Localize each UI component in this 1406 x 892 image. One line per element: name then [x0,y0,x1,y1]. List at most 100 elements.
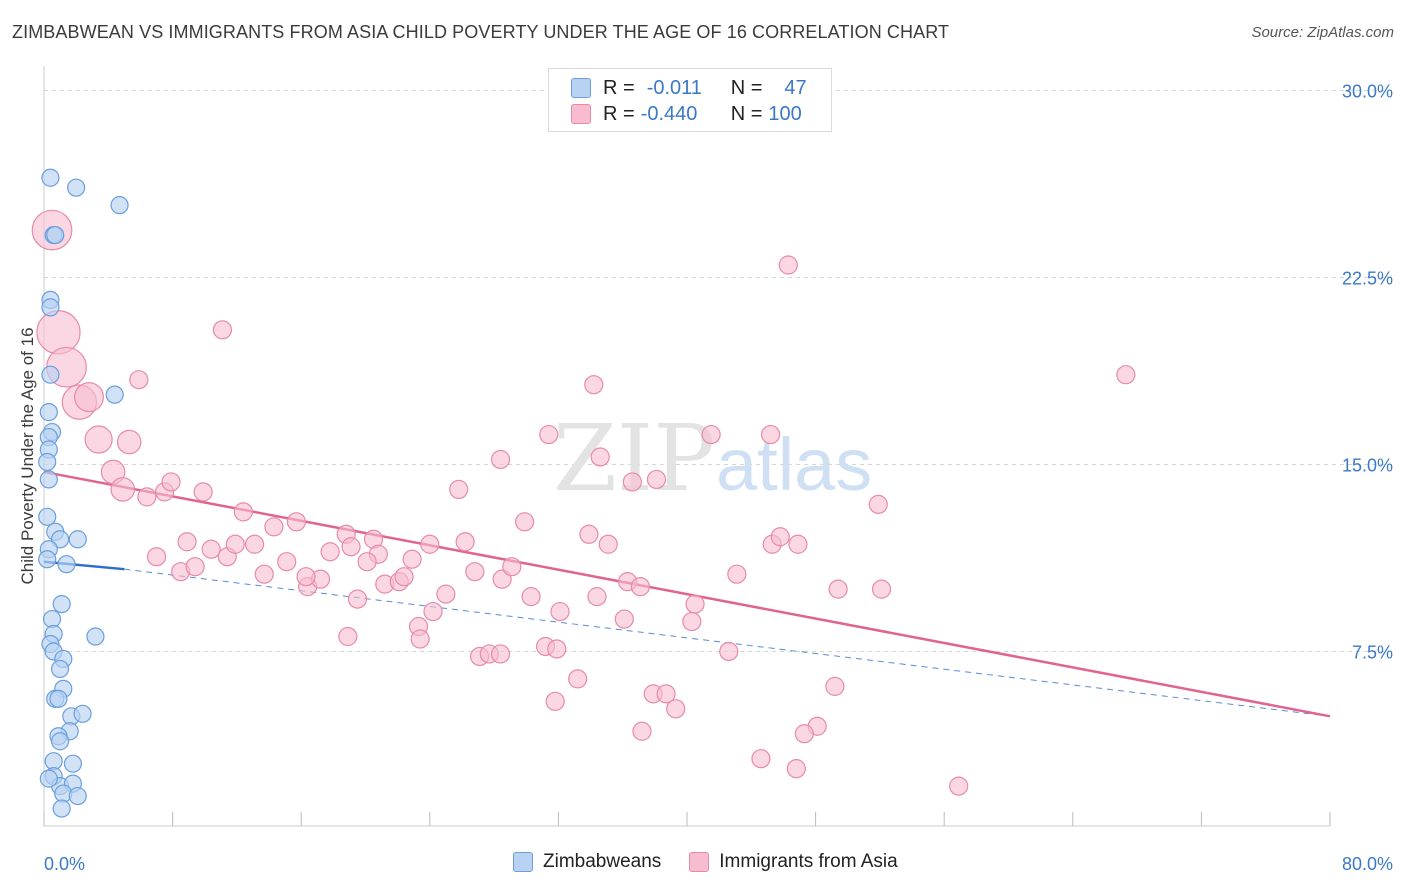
y-tick-label: 7.5% [1352,642,1393,662]
immigrants-from-asia-point [212,320,233,340]
immigrants-from-asia-point [177,532,197,552]
immigrants-from-asia-point [666,699,686,719]
zimbabweans-point [38,550,57,569]
immigrants-from-asia-point [116,429,142,455]
legend-label-immigrants-from-asia: Immigrants from Asia [719,851,898,872]
immigrants-from-asia-point [129,370,149,390]
series-legend: Zimbabweans Immigrants from Asia [513,851,926,873]
immigrants-from-asia-point [547,639,567,659]
immigrants-from-asia-point [825,676,845,696]
zimbabweans-point [52,799,71,818]
legend-swatch-blue [571,78,591,98]
immigrants-from-asia-point [264,517,284,537]
immigrants-from-asia-point [632,721,652,741]
immigrants-from-asia-point [84,425,113,454]
immigrants-from-asia-point [587,587,607,607]
chart-title: ZIMBABWEAN VS IMMIGRANTS FROM ASIA CHILD… [12,22,950,42]
immigrants-from-asia-point [341,537,361,557]
legend-swatch-blue [513,852,533,872]
zimbabweans-point [38,452,57,472]
zimbabweans-point [50,732,70,751]
legend-r-label: R = [603,102,635,125]
immigrants-from-asia-points [31,209,1136,796]
immigrants-from-asia-point [685,594,705,614]
zimbabweans-point [52,594,71,614]
immigrants-from-asia-point [515,512,535,532]
zimbabweans-point [41,168,60,187]
zimbabweans-point [39,470,58,489]
legend-item-zimbabweans: Zimbabweans [513,851,661,873]
zimbabweans-point [50,659,70,679]
immigrants-from-asia-point [584,375,604,395]
x-tick-label: 80.0% [1342,854,1393,874]
immigrants-from-asia-point [778,255,798,275]
immigrants-from-asia-point [770,527,790,547]
zimbabweans-point [49,689,68,708]
immigrants-from-asia-point [550,601,570,622]
immigrants-from-asia-point [146,547,167,567]
immigrants-from-asia-point [539,424,559,445]
legend-row-zimbabweans: R = -0.011 N = 47 [571,75,807,101]
correlation-legend: R = -0.011 N = 47 R = -0.440 N = 100 [548,68,832,132]
zimbabweans-point [46,225,65,245]
immigrants-from-asia-point [614,609,634,629]
immigrants-from-asia-point [185,557,205,577]
zimbabweans-point [67,178,86,197]
immigrants-from-asia-point [254,564,274,584]
immigrants-from-asia-point [420,534,440,554]
immigrants-from-asia-point [701,424,721,445]
y-tick-label: 15.0% [1342,455,1393,475]
x-tick-label: 0.0% [44,854,85,874]
immigrants-from-asia-point [110,477,136,502]
immigrants-from-asia-point [719,641,739,662]
immigrants-from-asia-point [727,564,747,584]
zimbabweans-point [41,365,60,384]
immigrants-from-asia-point [590,447,610,467]
legend-row-immigrants-from-asia: R = -0.440 N = 100 [571,101,802,127]
immigrants-from-asia-point [423,601,443,622]
immigrants-from-asia-point [74,382,105,413]
immigrants-from-asia-point [598,534,618,554]
immigrants-from-asia-point [1116,365,1136,385]
zimbabweans-point [63,754,83,773]
immigrants-from-asia-point [751,749,771,769]
immigrants-from-asia-point [579,524,599,544]
immigrants-from-asia-point [244,534,265,554]
immigrants-from-asia-point [828,579,848,599]
immigrants-from-asia-point [490,644,511,664]
y-tick-label: 22.5% [1342,268,1393,288]
immigrants-from-asia-point [949,776,969,796]
immigrants-from-asia-point [871,579,892,599]
immigrants-from-asia-point [630,577,650,597]
zimbabweans-point [41,298,60,317]
immigrants-from-asia-point [656,684,676,704]
legend-label-zimbabweans: Zimbabweans [543,851,662,872]
immigrants-from-asia-point [233,502,253,522]
immigrants-from-asia-point [36,310,81,355]
immigrants-from-asia-point [286,512,306,532]
source-label: Source: ZipAtlas.com [1251,24,1394,41]
immigrants-from-asia-point [137,487,157,507]
immigrants-from-asia-point [296,567,316,587]
immigrants-from-asia-point [410,629,430,649]
immigrants-from-asia-point [338,626,358,647]
legend-swatch-pink [571,104,591,124]
legend-item-immigrants-from-asia: Immigrants from Asia [689,851,898,873]
immigrants-from-asia-point [161,472,181,492]
immigrants-from-asia-point [646,469,667,490]
immigrants-from-asia-point [545,691,565,711]
immigrants-from-asia-point [868,494,888,514]
zimbabweans-point [39,403,58,422]
immigrants-from-asia-point [320,542,340,562]
immigrants-from-asia-trend-line [43,470,1331,718]
zimbabweans-point [39,769,58,788]
zimbabweans-trend-line [43,560,125,571]
zimbabweans-point [38,507,57,526]
zimbabweans-point [86,627,105,646]
immigrants-from-asia-point [682,611,702,632]
legend-r-value: -0.011 [646,76,702,99]
immigrants-from-asia-point [357,552,377,572]
immigrants-from-asia-point [788,534,808,554]
zimbabweans-point [42,609,62,629]
legend-n-value: 47 [784,76,807,99]
